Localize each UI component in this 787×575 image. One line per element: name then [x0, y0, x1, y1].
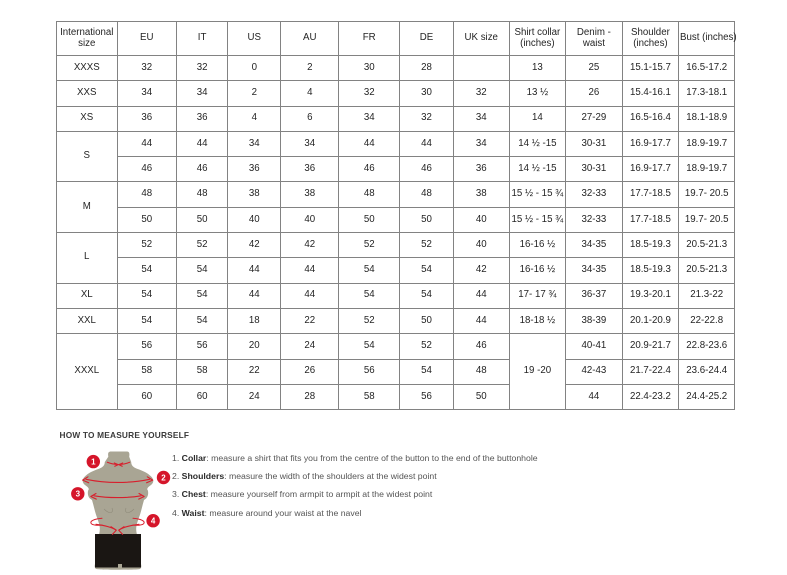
- svg-text:3: 3: [76, 490, 81, 499]
- svg-text:2: 2: [161, 473, 166, 482]
- svg-text:4: 4: [151, 517, 156, 526]
- svg-text:1: 1: [91, 457, 96, 466]
